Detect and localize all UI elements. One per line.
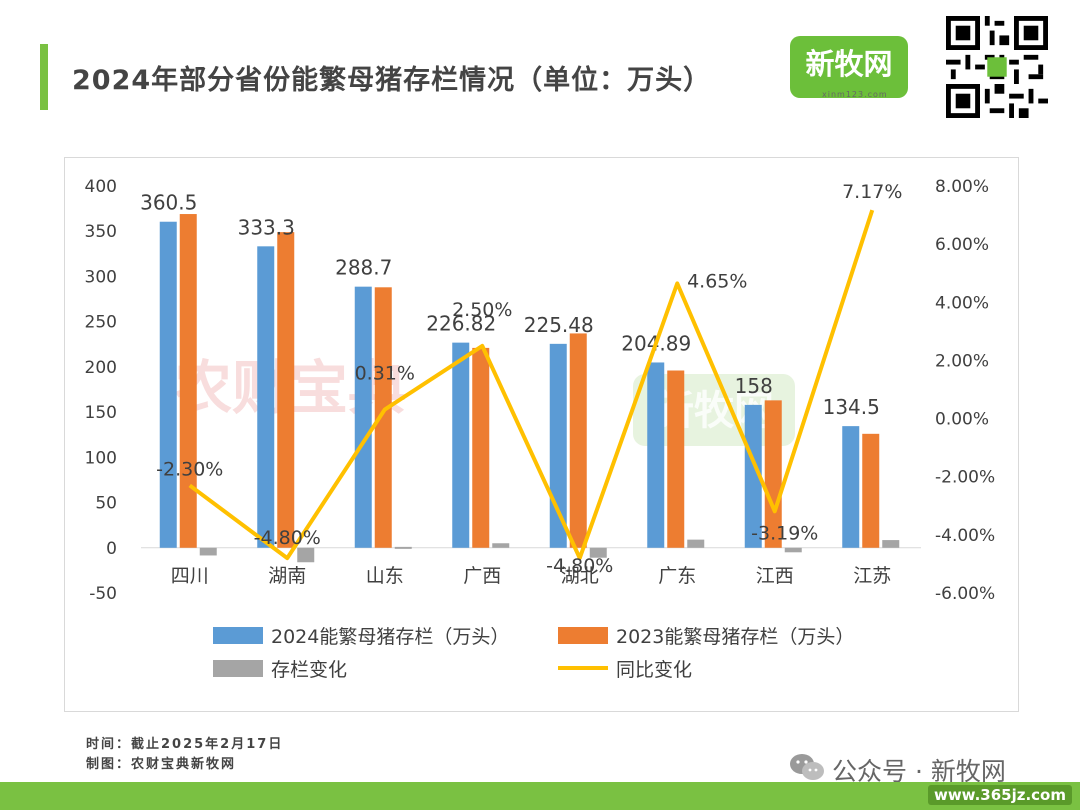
bar-2023 bbox=[472, 347, 490, 548]
bottom-green-band bbox=[0, 782, 1080, 810]
y-left-tick-label: 200 bbox=[85, 358, 117, 378]
bar-2024 bbox=[159, 221, 177, 548]
category-label: 江苏 bbox=[853, 565, 891, 587]
bar-change bbox=[882, 540, 900, 548]
bar-2024 bbox=[549, 343, 567, 548]
bar-2023 bbox=[374, 287, 392, 548]
data-label-2024: 225.48 bbox=[524, 313, 594, 337]
y-right-tick-label: 6.00% bbox=[935, 235, 989, 255]
bar-change bbox=[492, 543, 510, 548]
yoy-line bbox=[188, 209, 875, 561]
data-label-2024: 158 bbox=[735, 374, 773, 398]
y-left-tick-label: 250 bbox=[85, 313, 117, 333]
y-right-tick-label: 8.00% bbox=[935, 177, 989, 197]
data-label-2024: 134.5 bbox=[823, 395, 880, 419]
title-accent-bar bbox=[40, 44, 48, 110]
wechat-account-caption: 公众号 · 新牧网 bbox=[832, 757, 1006, 786]
legend-swatch-2023 bbox=[558, 627, 608, 644]
bar-2024 bbox=[452, 342, 470, 548]
bar-2024 bbox=[354, 286, 372, 548]
legend-swatch-2024 bbox=[213, 627, 263, 644]
footer-time: 时间：截止2025年2月17日 bbox=[86, 737, 284, 752]
category-label: 山东 bbox=[366, 565, 404, 587]
data-label-2024: 288.7 bbox=[335, 256, 392, 280]
category-label: 四川 bbox=[171, 565, 209, 587]
y-left-tick-label: 150 bbox=[85, 403, 117, 423]
data-label-yoy: -3.19% bbox=[751, 522, 818, 544]
data-label-2024: 333.3 bbox=[238, 215, 295, 239]
category-label: 湖南 bbox=[268, 565, 306, 587]
bar-change bbox=[297, 547, 315, 563]
data-label-yoy: -4.80% bbox=[254, 527, 321, 549]
y-left-tick-label: 350 bbox=[85, 222, 117, 242]
y-right-tick-label: -6.00% bbox=[935, 584, 995, 604]
legend-label-2024: 2024能繁母猪存栏（万头） bbox=[271, 626, 509, 648]
bar-change bbox=[199, 547, 217, 556]
logo-url-text: xinm123.com bbox=[822, 90, 888, 99]
y-left-tick-label: 300 bbox=[85, 267, 117, 287]
footer-maker: 制图：农财宝典新牧网 bbox=[86, 757, 237, 772]
y-right-tick-label: 2.00% bbox=[935, 351, 989, 371]
y-right-tick-label: -2.00% bbox=[935, 468, 995, 488]
category-label: 广西 bbox=[463, 565, 501, 587]
bar-2023 bbox=[764, 400, 782, 548]
legend-swatch-change bbox=[213, 660, 263, 677]
wechat-icon bbox=[790, 754, 824, 780]
bar-2024 bbox=[744, 404, 762, 548]
bar-2024 bbox=[842, 426, 860, 548]
bar-2023 bbox=[179, 214, 197, 548]
y-left-tick-label: 0 bbox=[106, 539, 117, 559]
bar-2023 bbox=[277, 232, 295, 548]
sow-inventory-chart: 农财宝典新牧网400350300250200150100500-508.00%6… bbox=[85, 177, 996, 681]
chart-frame: 农财宝典新牧网400350300250200150100500-508.00%6… bbox=[64, 157, 1019, 712]
data-label-yoy: 0.31% bbox=[355, 363, 415, 385]
bar-change bbox=[589, 547, 607, 558]
bar-2024 bbox=[647, 362, 665, 548]
bar-change bbox=[394, 546, 412, 549]
category-label: 湖北 bbox=[561, 565, 599, 587]
legend-label-2023: 2023能繁母猪存栏（万头） bbox=[616, 626, 854, 648]
bar-2023 bbox=[862, 433, 880, 548]
bar-2024 bbox=[257, 246, 275, 548]
bar-2023 bbox=[667, 370, 685, 548]
bar-change bbox=[784, 547, 802, 553]
bar-change bbox=[687, 539, 705, 548]
y-right-tick-label: 4.00% bbox=[935, 293, 989, 313]
y-right-tick-label: 0.00% bbox=[935, 410, 989, 430]
legend-label-change: 存栏变化 bbox=[271, 659, 347, 681]
y-left-tick-label: 400 bbox=[85, 177, 117, 197]
bar-2023 bbox=[569, 333, 587, 548]
y-left-tick-label: 50 bbox=[95, 494, 117, 514]
xinmuwang-logo: 新牧网 bbox=[790, 36, 908, 98]
data-label-yoy: 4.65% bbox=[687, 270, 747, 292]
legend-label-yoy: 同比变化 bbox=[616, 659, 692, 681]
page-title: 2024年部分省份能繁母猪存栏情况（单位：万头） bbox=[72, 65, 712, 96]
y-left-tick-label: 100 bbox=[85, 448, 117, 468]
data-label-2024: 360.5 bbox=[140, 191, 197, 215]
data-label-yoy: -4.80% bbox=[546, 555, 613, 577]
y-left-tick-label: -50 bbox=[89, 584, 117, 604]
qr-code-icon bbox=[946, 16, 1048, 118]
data-label-yoy: 7.17% bbox=[842, 181, 902, 203]
data-label-2024: 226.82 bbox=[426, 312, 496, 336]
category-label: 广东 bbox=[658, 565, 696, 587]
data-label-yoy: 2.50% bbox=[452, 299, 512, 321]
category-label: 江西 bbox=[756, 565, 794, 587]
data-label-yoy: -2.30% bbox=[156, 458, 223, 480]
y-right-tick-label: -4.00% bbox=[935, 526, 995, 546]
site-watermark: www.365jz.com bbox=[927, 785, 1072, 805]
